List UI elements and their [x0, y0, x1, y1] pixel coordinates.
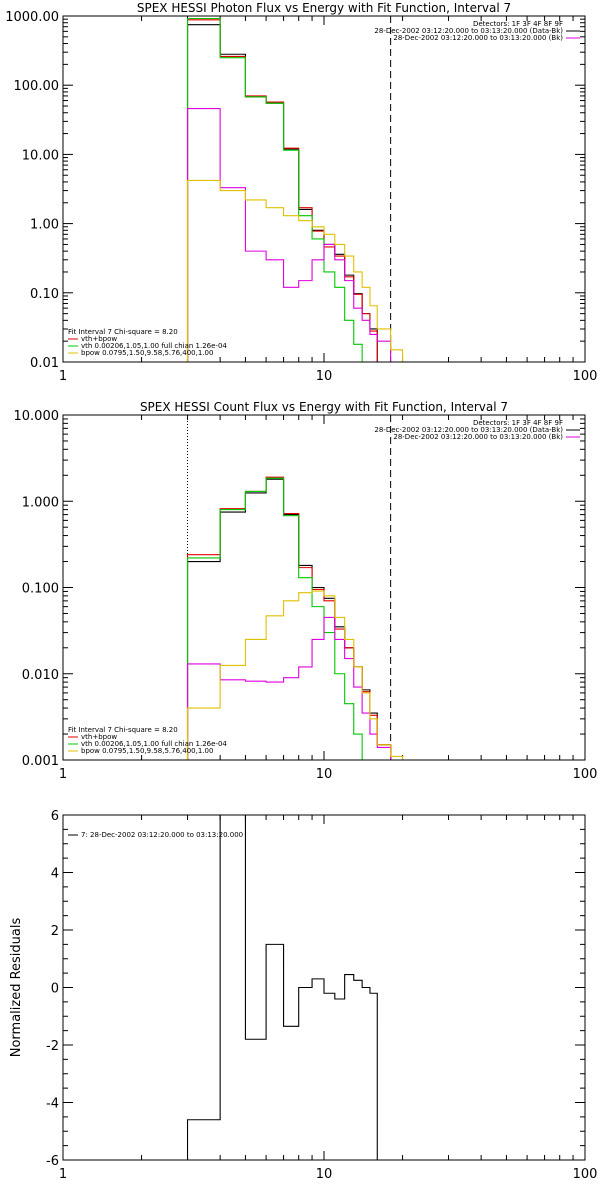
legend-entry-text: vth 0.00206,1.05,1.00 full chian 1.26e-0… [81, 740, 227, 748]
x-tick-label: 1 [59, 369, 67, 384]
chart-title: SPEX HESSI Photon Flux vs Energy with Fi… [137, 1, 511, 15]
legend-entry-text: Detectors: 1F 3F 4F 8F 9F [473, 20, 563, 28]
spectrum-series-1 [186, 815, 378, 1160]
legend-entry-text: Fit Interval 7 Chi-square = 8.20 [68, 726, 178, 734]
legend-entry-text: 7: 28-Dec-2002 03:12:20.000 to 03:13:20.… [81, 831, 243, 839]
legend-entry-text: vth 0.00206,1.05,1.00 full chian 1.26e-0… [81, 342, 227, 350]
y-tick-label: -4 [46, 1097, 59, 1112]
chart-title: SPEX HESSI Count Flux vs Energy with Fit… [140, 400, 508, 414]
spectrum-series-3 [186, 477, 414, 760]
y-tick-label: 0.001 [22, 754, 59, 769]
legend-entry-text: Detectors: 1F 3F 4F 8F 9F [473, 419, 563, 427]
x-tick-label: 1 [59, 767, 67, 782]
x-tick-label: 100 [573, 767, 598, 782]
y-tick-label: 0.010 [22, 668, 59, 683]
legend-entry-text: 28-Dec-2002 03:12:20.000 to 03:13:20.000… [393, 433, 563, 441]
plot-area [186, 17, 414, 362]
legend-entry-text: 28-Dec-2002 03:12:20.000 to 03:13:20.000… [393, 34, 563, 42]
x-tick-label: 1 [59, 1167, 67, 1182]
spectrum-series-5 [186, 590, 414, 760]
legend-entry-text: bpow 0.0795,1.50,9.58,5.76,400,1.00 [81, 747, 213, 755]
y-tick-label: -6 [46, 1154, 59, 1169]
legend-entry-text: vth+bpow [81, 733, 117, 741]
spectrum-series-3 [186, 17, 363, 362]
plot-area [186, 815, 378, 1160]
y-tick-label: 10.000 [14, 409, 60, 424]
spectrum-series-2 [186, 476, 414, 760]
legend-entry-text: Fit Interval 7 Chi-square = 8.20 [68, 328, 178, 336]
spectrum-series-2 [186, 19, 414, 362]
y-tick-label: 0 [51, 982, 59, 997]
x-tick-label: 100 [573, 1167, 598, 1182]
spectrum-series-5 [186, 179, 404, 362]
y-tick-label: 0.10 [30, 287, 59, 302]
legend-entry-text: 28-Dec-2002 03:12:20.000 to 03:13:20.000… [374, 426, 563, 434]
spectrum-series-1 [186, 24, 414, 362]
plot-frame [62, 414, 586, 761]
spectrum-series-4 [186, 616, 414, 760]
y-tick-label: 1.00 [30, 218, 59, 233]
plot-frame [62, 15, 586, 363]
chart-panel-1: SPEX HESSI Photon Flux vs Energy with Fi… [5, 1, 598, 384]
x-tick-label: 100 [573, 369, 598, 384]
x-tick-label: 10 [316, 1167, 333, 1182]
y-tick-label: 100.00 [14, 79, 60, 94]
chart-panel-2: SPEX HESSI Count Flux vs Energy with Fit… [14, 400, 598, 782]
y-tick-label: 0.100 [22, 582, 59, 597]
y-tick-label: -2 [46, 1039, 59, 1054]
y-tick-label: 0.01 [30, 356, 59, 371]
y-tick-label: 4 [51, 867, 59, 882]
legend-entry-text: 28-Dec-2002 03:12:20.000 to 03:13:20.000… [374, 27, 563, 35]
y-tick-label: 1000.00 [5, 10, 59, 25]
spectrum-series-1 [186, 478, 414, 760]
y-tick-label: 10.00 [22, 148, 59, 163]
y-axis-label: Normalized Residuals [9, 918, 24, 1058]
legend-entry-text: vth+bpow [81, 335, 117, 343]
plot-frame [62, 814, 586, 1161]
chart-panel-3: Normalized Residuals 1 10 100 -6 -4 -2 0 2 4 6 7: 2… [9, 809, 598, 1182]
legend-entry-text: bpow 0.0795,1.50,9.58,5.76,400,1.00 [81, 349, 213, 357]
x-tick-label: 10 [316, 369, 333, 384]
y-tick-label: 1.000 [22, 495, 59, 510]
plot-area [186, 476, 414, 760]
y-tick-label: 6 [51, 809, 59, 824]
x-tick-label: 10 [316, 767, 333, 782]
y-tick-label: 2 [51, 924, 59, 939]
